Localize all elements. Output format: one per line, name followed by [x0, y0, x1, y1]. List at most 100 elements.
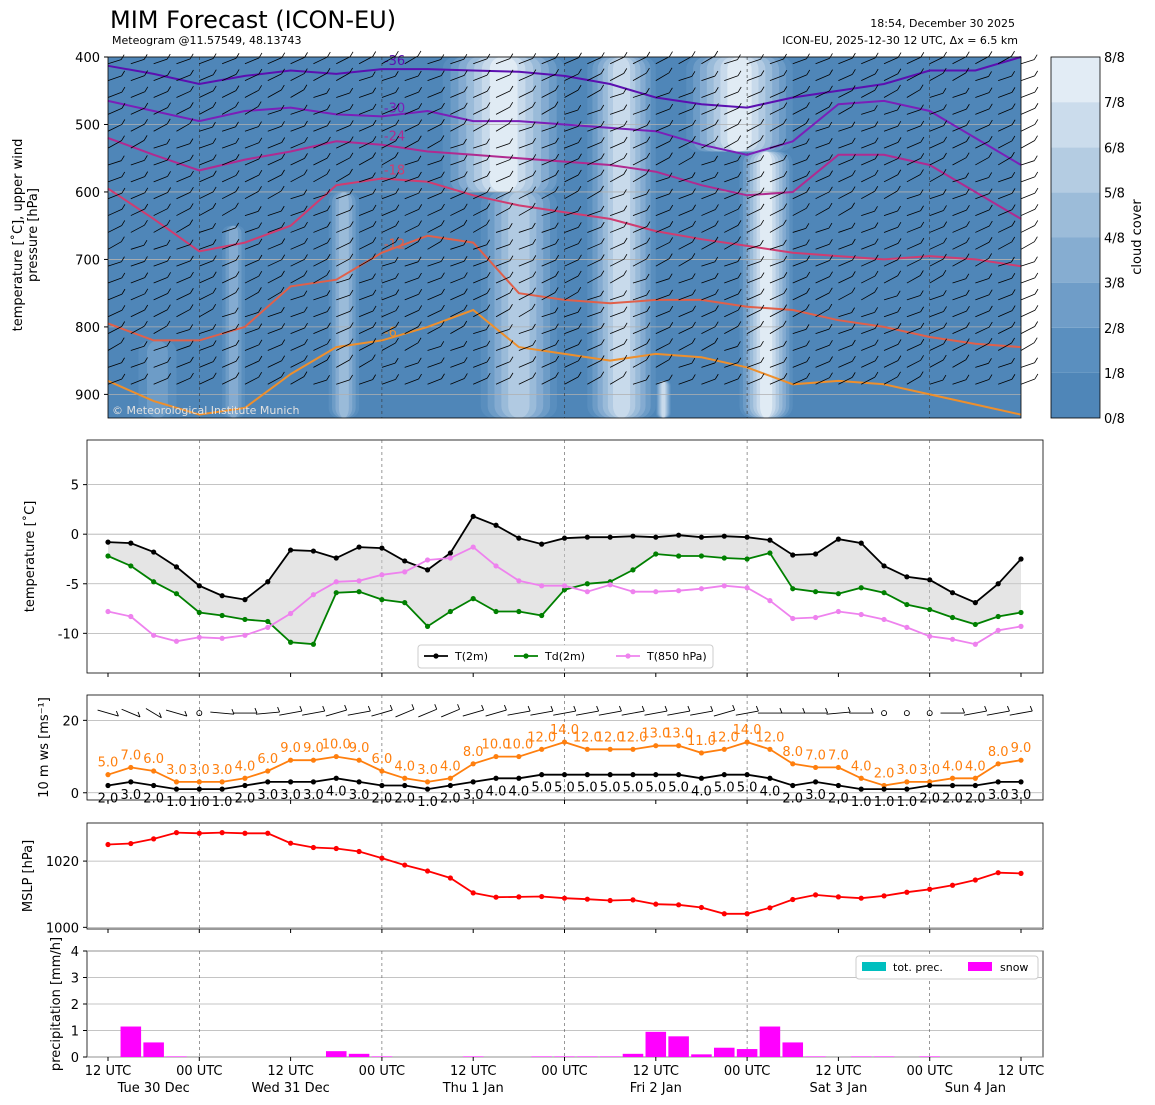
precipitation-bar: [805, 1056, 826, 1057]
legend-marker: [523, 653, 529, 659]
upper-wind-barb: [555, 85, 559, 91]
upper-wind-barb: [609, 275, 624, 284]
upper-wind-barb: [952, 258, 967, 267]
upper-wind-barb: [1020, 160, 1035, 166]
upper-wind-barb: [176, 377, 191, 385]
upper-wind-barb: [153, 58, 168, 65]
upper-wind-barb: [906, 258, 921, 267]
wind-value-label: 3.0: [303, 788, 324, 803]
upper-wind-barb: [883, 275, 898, 284]
upper-wind-barb: [395, 220, 400, 227]
temperature-point: [447, 555, 453, 561]
mslp-point: [721, 911, 727, 917]
upper-wind-barb: [737, 86, 742, 93]
upper-wind-barb: [509, 186, 514, 193]
surface-wind-barb: [598, 710, 622, 716]
upper-wind-barb: [919, 371, 924, 377]
upper-wind-barb: [746, 208, 762, 216]
upper-wind-barb: [655, 225, 670, 233]
upper-wind-barb: [313, 173, 328, 183]
wind-point: [493, 775, 499, 781]
upper-wind-barb: [450, 192, 465, 200]
upper-wind-barb: [632, 157, 647, 166]
upper-wind-barb: [509, 372, 514, 379]
upper-wind-barb: [952, 193, 967, 200]
upper-wind-barb: [829, 271, 833, 277]
upper-wind-barb: [495, 377, 511, 385]
upper-wind-barb: [358, 225, 374, 233]
upper-wind-barb: [851, 121, 856, 127]
upper-wind-barb: [623, 152, 628, 159]
upper-wind-barb: [372, 305, 377, 312]
upper-wind-barb: [806, 356, 811, 362]
upper-wind-barb: [838, 243, 853, 250]
upper-wind-barb: [975, 140, 990, 149]
upper-wind-barb: [883, 311, 898, 318]
mslp-point: [219, 830, 225, 836]
upper-wind-barb: [998, 261, 1012, 267]
upper-wind-barb: [587, 376, 601, 385]
upper-wind-barb: [587, 141, 602, 149]
upper-wind-barb: [919, 84, 924, 90]
temperature-point: [310, 641, 317, 647]
upper-wind-barb: [632, 72, 647, 81]
wind-value-label: 7.0: [805, 748, 826, 763]
wind-value-label: 1.0: [212, 795, 233, 810]
upper-wind-barb: [290, 226, 305, 233]
upper-wind-barb: [701, 310, 716, 318]
temperature-point: [493, 608, 499, 615]
upper-wind-barb: [714, 256, 719, 263]
upper-wind-barb: [646, 120, 651, 126]
upper-wind-barb: [336, 294, 351, 301]
upper-wind-barb: [267, 259, 282, 267]
upper-wind-barb: [769, 325, 784, 334]
upper-wind-barb: [518, 191, 533, 200]
upper-wind-barb: [897, 137, 902, 143]
upper-wind-barb: [724, 192, 739, 200]
upper-wind-barb: [646, 306, 651, 312]
wind-value-label: 3.0: [280, 788, 301, 803]
upper-wind-barb: [473, 175, 488, 183]
upper-wind-barb: [943, 104, 947, 110]
upper-wind-barb: [372, 119, 377, 126]
upper-wind-barb: [144, 288, 149, 295]
upper-wind-barb: [714, 321, 719, 327]
upper-wind-barb: [450, 244, 464, 250]
colorbar-segment: [1051, 147, 1100, 193]
wind-value-label: 4.0: [394, 759, 415, 774]
upper-wind-barb: [1020, 277, 1035, 284]
upper-wind-barb: [372, 321, 377, 328]
mslp-point: [653, 901, 659, 907]
precipitation-bar: [736, 1049, 758, 1057]
upper-wind-barb: [404, 362, 419, 368]
x-tick-label: 12 UTC: [815, 1064, 861, 1079]
upper-wind-barb: [509, 287, 514, 294]
upper-wind-barb: [532, 255, 537, 261]
upper-wind-barb: [792, 175, 807, 183]
upper-wind-barb: [701, 160, 715, 166]
upper-wind-barb: [874, 339, 879, 345]
upper-wind-barb: [724, 241, 738, 250]
upper-wind-barb: [372, 87, 377, 93]
upper-wind-barb: [267, 142, 282, 149]
wind-value-label: 2.0: [372, 792, 393, 807]
upper-wind-barb: [486, 118, 491, 124]
page-title: MIM Forecast (ICON-EU): [110, 6, 397, 34]
upper-wind-barb: [199, 90, 214, 98]
upper-wind-barb: [1011, 171, 1016, 178]
upper-wind-barb: [952, 310, 967, 318]
upper-wind-barb: [463, 203, 468, 209]
upper-wind-barb: [189, 154, 194, 161]
upper-wind-barb: [244, 190, 259, 200]
upper-wind-barb: [783, 86, 788, 92]
upper-wind-barb: [724, 346, 738, 351]
upper-wind-barb: [120, 337, 125, 343]
surface-wind-barb: [802, 707, 806, 714]
wind-value-label: 9.0: [303, 741, 324, 756]
upper-wind-barb: [121, 86, 126, 93]
upper-wind-barb: [975, 92, 990, 98]
upper-wind-barb: [303, 371, 308, 377]
wind-value-label: 2.0: [828, 792, 849, 807]
upper-wind-barb: [610, 311, 625, 318]
